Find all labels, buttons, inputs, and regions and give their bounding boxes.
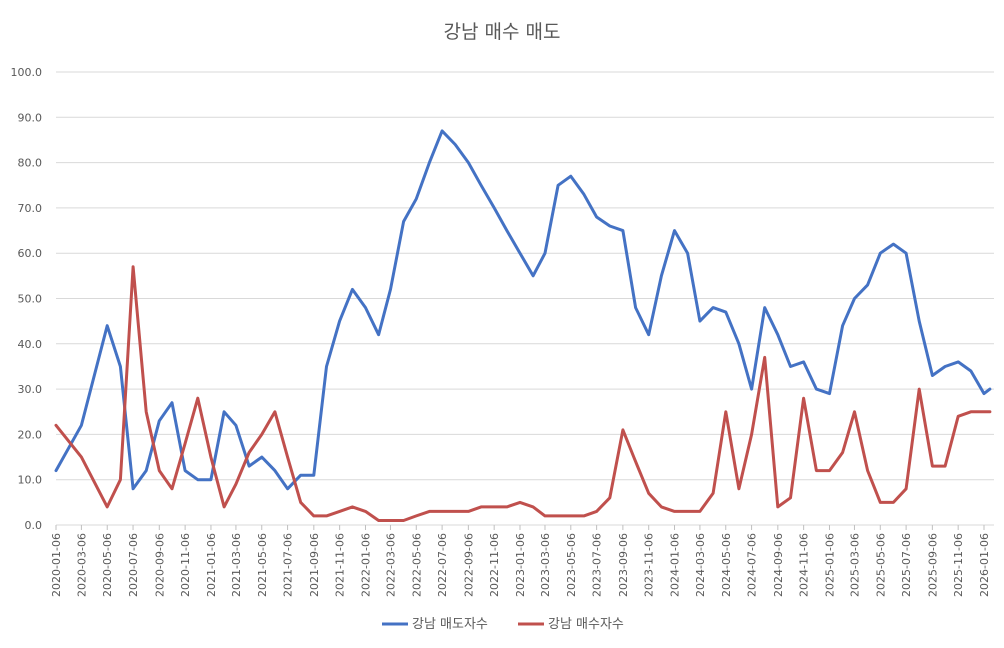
y-tick-label: 10.0 <box>18 474 43 487</box>
x-axis: 2020-01-06 2020-03-06 2020-05-06 2020-07-06… <box>50 525 991 597</box>
x-tick-label: 2022-01-06 <box>359 533 372 597</box>
y-tick-label: 0.0 <box>25 519 43 532</box>
y-tick-label: 30.0 <box>18 383 43 396</box>
x-tick-label: 2022-07-06 <box>436 533 449 597</box>
x-tick-label: 2024-09-06 <box>772 533 785 597</box>
x-tick-label: 2020-11-06 <box>179 533 192 597</box>
x-tick-label: 2023-03-06 <box>539 533 552 597</box>
x-tick-label: 2020-01-06 <box>50 533 63 597</box>
x-tick-label: 2025-05-06 <box>874 533 887 597</box>
x-tick-label: 2023-05-06 <box>565 533 578 597</box>
y-tick-label: 20.0 <box>18 428 43 441</box>
x-tick-label: 2023-07-06 <box>591 533 604 597</box>
x-tick-label: 2026-01-06 <box>978 533 991 597</box>
x-tick-label: 2025-09-06 <box>926 533 939 597</box>
legend-label: 강남 매수자수 <box>548 617 624 632</box>
y-tick-label: 60.0 <box>18 247 43 260</box>
y-tick-label: 40.0 <box>18 338 43 351</box>
x-tick-label: 2021-03-06 <box>230 533 243 597</box>
x-tick-label: 2024-07-06 <box>746 533 759 597</box>
x-tick-label: 2021-05-06 <box>256 533 269 597</box>
x-tick-label: 2022-09-06 <box>462 533 475 597</box>
x-tick-label: 2021-09-06 <box>308 533 321 597</box>
x-tick-label: 2020-03-06 <box>75 533 88 597</box>
y-tick-label: 90.0 <box>18 111 43 124</box>
x-tick-label: 2021-11-06 <box>334 533 347 597</box>
x-tick-label: 2022-03-06 <box>384 533 397 597</box>
x-tick-label: 2023-11-06 <box>643 533 656 597</box>
x-tick-label: 2021-07-06 <box>282 533 295 597</box>
x-tick-label: 2025-01-06 <box>823 533 836 597</box>
x-tick-label: 2025-07-06 <box>900 533 913 597</box>
y-tick-label: 70.0 <box>18 202 43 215</box>
y-tick-label: 80.0 <box>18 157 43 170</box>
y-tick-label: 100.0 <box>11 66 43 79</box>
x-tick-label: 2021-01-06 <box>205 533 218 597</box>
x-tick-label: 2022-05-06 <box>410 533 423 597</box>
series-line-2 <box>56 267 990 521</box>
x-tick-label: 2020-09-06 <box>153 533 166 597</box>
legend-label: 강남 매도자수 <box>412 617 488 632</box>
x-tick-label: 2025-11-06 <box>952 533 965 597</box>
series-lines <box>56 131 990 521</box>
x-tick-label: 2022-11-06 <box>488 533 501 597</box>
x-tick-label: 2024-11-06 <box>798 533 811 597</box>
y-axis: 0.0 10.0 20.0 30.0 40.0 50.0 60.0 70.0 80.0 90.0 1… <box>11 66 43 532</box>
x-tick-label: 2023-01-06 <box>514 533 527 597</box>
x-tick-label: 2020-07-06 <box>127 533 140 597</box>
chart-title: 강남 매수 매도 <box>444 21 561 43</box>
y-tick-label: 50.0 <box>18 293 43 306</box>
x-tick-label: 2020-05-06 <box>101 533 114 597</box>
x-tick-label: 2024-03-06 <box>694 533 707 597</box>
legend: 강남 매도자수 강남 매수자수 <box>382 617 624 632</box>
x-tick-label: 2023-09-06 <box>617 533 630 597</box>
x-tick-label: 2024-05-06 <box>720 533 733 597</box>
series-line-1 <box>56 131 990 489</box>
x-tick-label: 2024-01-06 <box>669 533 682 597</box>
x-tick-label: 2025-03-06 <box>848 533 861 597</box>
